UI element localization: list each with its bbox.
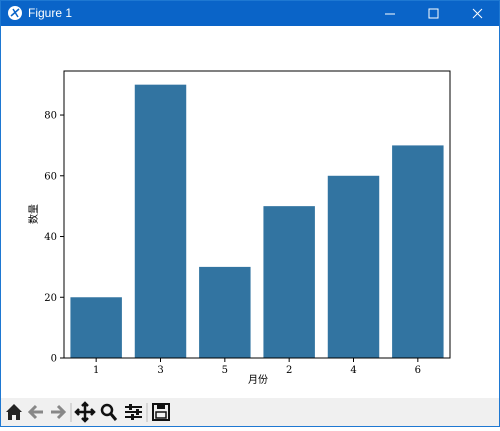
toolbar <box>1 398 499 426</box>
x-tick-label: 6 <box>415 365 421 376</box>
title-bar: Figure 1 <box>1 1 499 26</box>
y-tick-label: 80 <box>44 111 57 122</box>
y-tick-label: 0 <box>51 354 57 365</box>
x-tick-label: 1 <box>93 365 99 376</box>
bar <box>70 297 122 358</box>
y-tick-label: 60 <box>44 171 57 182</box>
y-axis-label: 数量 <box>27 204 40 224</box>
bar <box>263 206 315 358</box>
y-tick-label: 20 <box>44 293 57 304</box>
x-tick-label: 5 <box>222 365 228 376</box>
toolbar-icons[interactable] <box>1 398 201 426</box>
bar <box>327 175 380 358</box>
chart: 月份 数量 0 20 40 60 80 1 3 5 2 4 6 <box>27 70 451 386</box>
window-title: Figure 1 <box>28 6 73 20</box>
bar <box>134 84 187 358</box>
x-tick-label: 4 <box>350 365 356 376</box>
bar <box>392 145 444 358</box>
window-controls[interactable] <box>379 1 499 26</box>
x-tick-label: 2 <box>286 365 292 376</box>
x-axis-label: 月份 <box>248 374 268 386</box>
app-icon <box>8 6 22 20</box>
y-tick-label: 40 <box>44 232 57 243</box>
plot-frame <box>63 70 451 359</box>
bar <box>199 266 251 358</box>
x-tick-label: 3 <box>157 365 163 376</box>
